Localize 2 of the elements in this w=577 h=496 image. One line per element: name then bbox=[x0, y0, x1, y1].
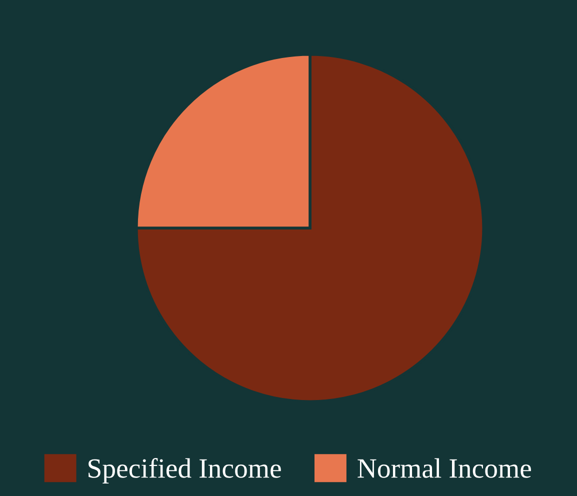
legend-label: Specified Income bbox=[88, 458, 281, 484]
legend-label: Normal Income bbox=[358, 458, 531, 478]
